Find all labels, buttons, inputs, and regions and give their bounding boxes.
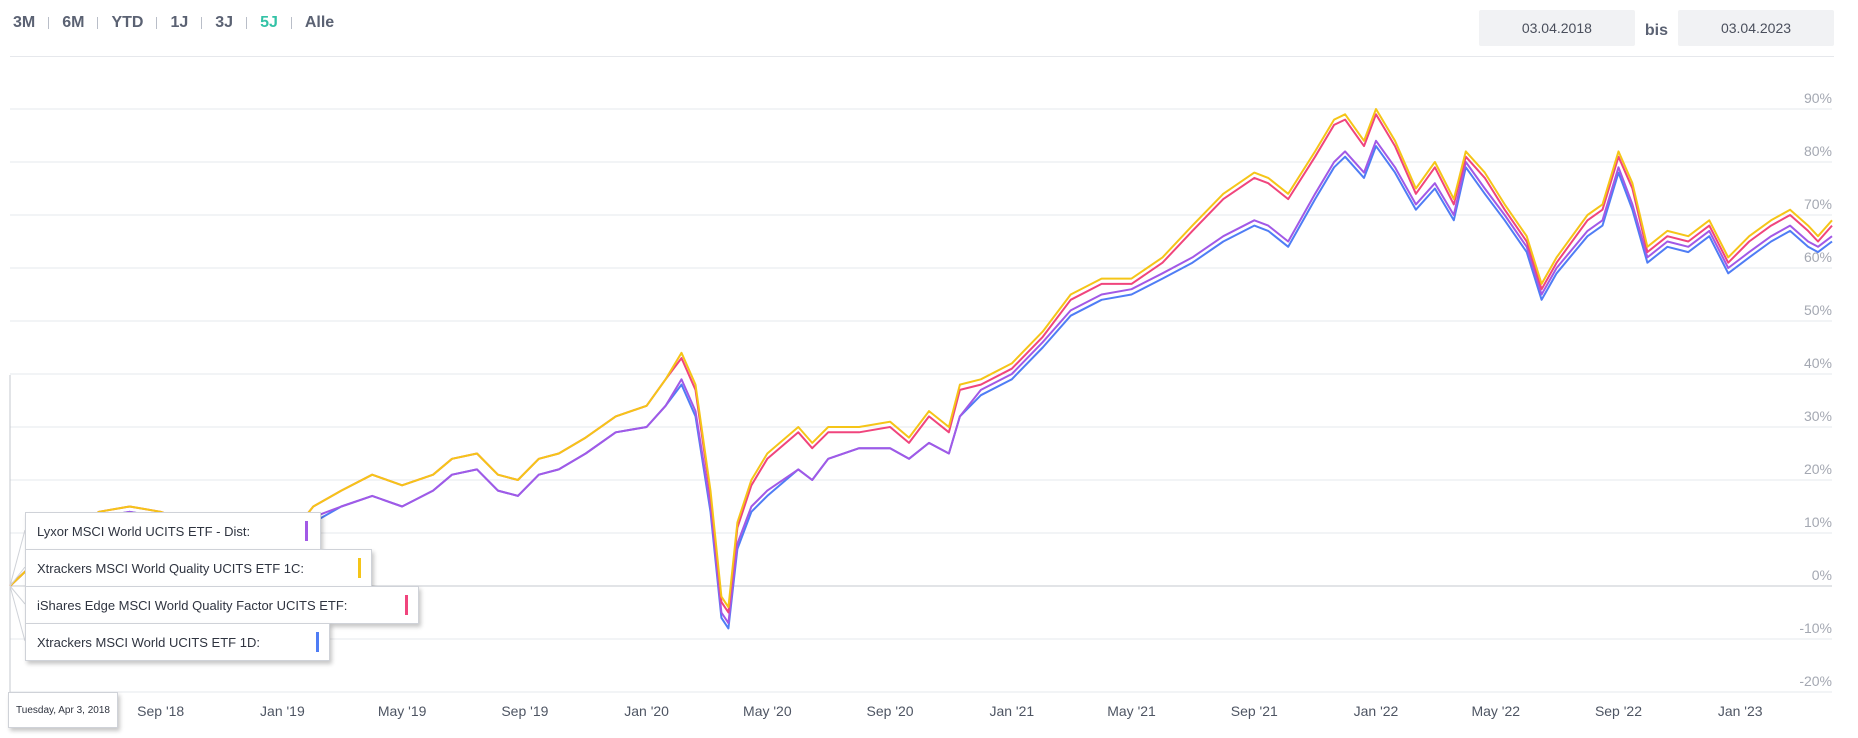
y-tick-label: 60% bbox=[1804, 249, 1832, 265]
series-line-0 bbox=[9, 139, 1833, 625]
x-tick-label: May '19 bbox=[378, 703, 427, 719]
legend-swatch bbox=[305, 521, 308, 541]
x-axis: Sep '18 Jan '19 May '19 Sep '19 Jan '20 May '… bbox=[137, 703, 1763, 719]
tooltip-connector bbox=[9, 585, 26, 605]
x-tick-label: Sep '18 bbox=[137, 703, 184, 719]
x-tick-label: May '22 bbox=[1471, 703, 1520, 719]
date-to-input[interactable]: 03.04.2023 bbox=[1678, 10, 1834, 46]
range-separator bbox=[48, 17, 50, 29]
range-separator bbox=[290, 17, 292, 29]
range-separator bbox=[201, 17, 203, 29]
range-separator bbox=[246, 17, 248, 29]
x-tick-label: Jan '21 bbox=[989, 703, 1034, 719]
date-from-input[interactable]: 03.04.2018 bbox=[1478, 10, 1635, 46]
date-tooltip: Tuesday, Apr 3, 2018 bbox=[8, 692, 118, 728]
range-button-3m[interactable]: 3M bbox=[13, 14, 36, 31]
header-divider bbox=[10, 56, 1834, 57]
date-range-separator: bis bbox=[1644, 22, 1668, 39]
x-tick-label: May '20 bbox=[743, 703, 792, 719]
x-tick-label: Sep '22 bbox=[1595, 703, 1642, 719]
legend-swatch bbox=[405, 595, 408, 615]
range-separator bbox=[97, 17, 99, 29]
series-lines bbox=[9, 108, 1833, 630]
tooltip-connector bbox=[9, 529, 26, 587]
legend-item-ishares-quality: iShares Edge MSCI World Quality Factor U… bbox=[25, 586, 419, 624]
legend-item-lyxor: Lyxor MSCI World UCITS ETF - Dist: bbox=[25, 512, 321, 550]
x-tick-label: Jan '23 bbox=[1718, 703, 1763, 719]
range-button-3j[interactable]: 3J bbox=[215, 14, 234, 31]
y-tick-label: 0% bbox=[1812, 567, 1832, 583]
crosshair bbox=[9, 529, 26, 642]
range-button-1j[interactable]: 1J bbox=[170, 14, 189, 31]
y-axis: -20% -10% 0% 10% 20% 30% 40% 50% 60% 70% 80% 90% bbox=[1799, 90, 1832, 689]
legend-swatch bbox=[358, 558, 361, 578]
legend-swatch bbox=[316, 632, 319, 652]
y-tick-label: 40% bbox=[1804, 355, 1832, 371]
x-tick-label: Jan '22 bbox=[1354, 703, 1399, 719]
legend-label: Lyxor MSCI World UCITS ETF - Dist: bbox=[37, 523, 251, 539]
y-tick-label: 70% bbox=[1804, 196, 1832, 212]
legend-label: Xtrackers MSCI World Quality UCITS ETF 1… bbox=[37, 560, 305, 576]
y-tick-label: 80% bbox=[1804, 143, 1832, 159]
y-tick-label: -20% bbox=[1799, 673, 1832, 689]
y-tick-label: 10% bbox=[1804, 514, 1832, 530]
x-tick-label: Jan '20 bbox=[624, 703, 669, 719]
range-selector: 3M 6M YTD 1J 3J 5J Alle bbox=[10, 14, 337, 32]
tooltip-connector bbox=[9, 566, 26, 587]
y-tick-label: 90% bbox=[1804, 90, 1832, 106]
x-tick-label: Sep '19 bbox=[501, 703, 548, 719]
x-tick-label: May '21 bbox=[1107, 703, 1156, 719]
range-button-alle[interactable]: Alle bbox=[304, 14, 335, 31]
x-tick-label: Sep '21 bbox=[1231, 703, 1278, 719]
y-tick-label: 20% bbox=[1804, 461, 1832, 477]
legend-item-xtrackers-quality: Xtrackers MSCI World Quality UCITS ETF 1… bbox=[25, 549, 372, 587]
series-line-1 bbox=[9, 108, 1833, 609]
y-tick-label: 30% bbox=[1804, 408, 1832, 424]
y-tick-label: -10% bbox=[1799, 620, 1832, 636]
legend-label: iShares Edge MSCI World Quality Factor U… bbox=[37, 597, 348, 613]
range-separator bbox=[156, 17, 158, 29]
legend-item-xtrackers-world: Xtrackers MSCI World UCITS ETF 1D: bbox=[25, 623, 330, 661]
range-button-5j[interactable]: 5J bbox=[260, 14, 278, 31]
x-tick-label: Jan '19 bbox=[260, 703, 305, 719]
range-button-ytd[interactable]: YTD bbox=[111, 14, 144, 31]
legend-label: Xtrackers MSCI World UCITS ETF 1D: bbox=[37, 634, 260, 650]
x-tick-label: Sep '20 bbox=[867, 703, 914, 719]
range-button-6m[interactable]: 6M bbox=[62, 14, 85, 31]
y-tick-label: 50% bbox=[1804, 302, 1832, 318]
tooltip-connector bbox=[9, 585, 26, 642]
date-range-picker: 03.04.2018 bis 03.04.2023 bbox=[1478, 10, 1834, 46]
